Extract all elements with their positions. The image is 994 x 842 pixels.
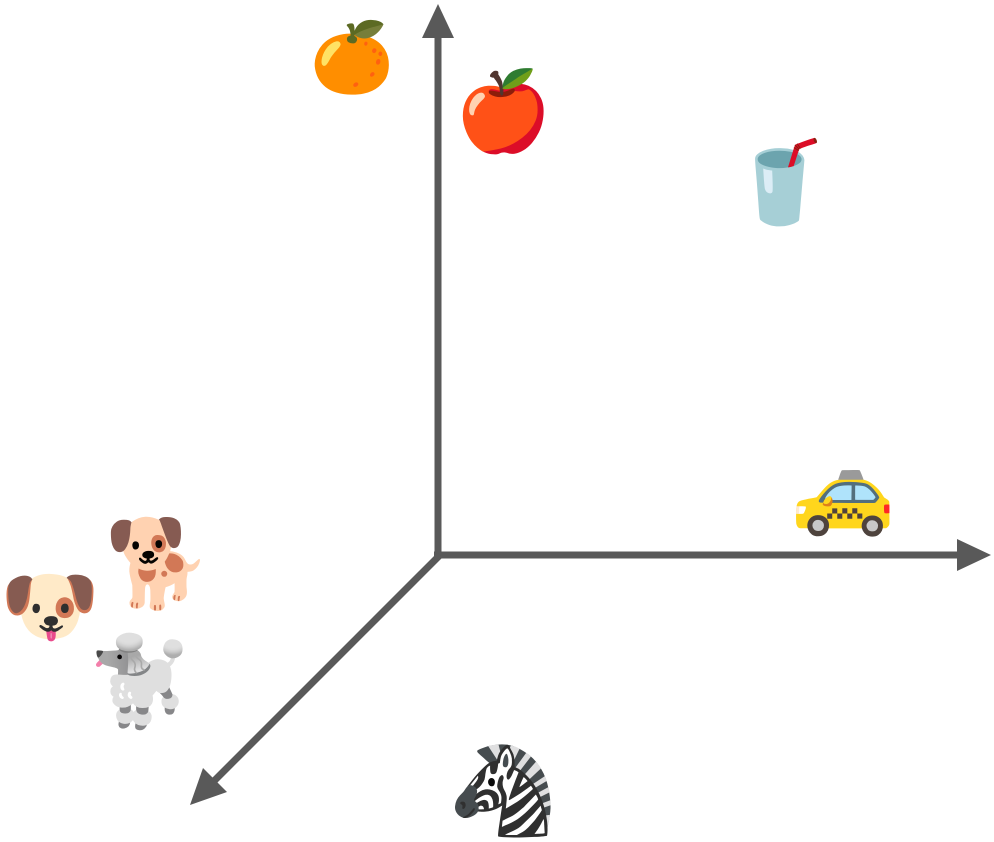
dog-icon: 🐕 <box>104 514 211 614</box>
cup-with-straw-icon: 🥤 <box>730 136 830 229</box>
poodle-icon: 🐩 <box>86 630 193 733</box>
zebra-icon: 🦓 <box>448 739 558 842</box>
taxi-icon: 🚕 <box>791 441 896 539</box>
y-axis <box>422 4 454 558</box>
dog-face-icon: 🐶 <box>0 560 100 653</box>
x-axis <box>434 539 991 571</box>
z-axis <box>190 552 443 805</box>
red-apple-icon: 🍎 <box>454 64 551 157</box>
tangerine-icon: 🍊 <box>310 19 398 98</box>
